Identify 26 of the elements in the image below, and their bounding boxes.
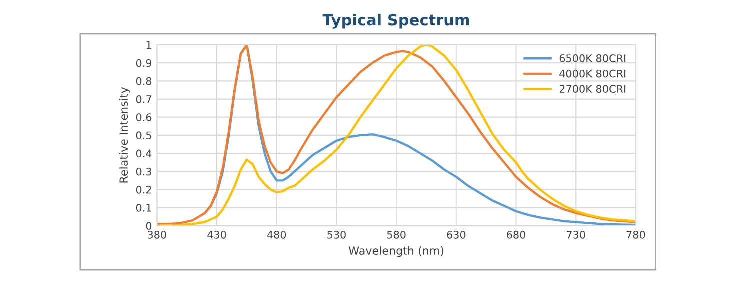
x-tick-label: 580 bbox=[387, 230, 406, 239]
y-tick-label: 0.6 bbox=[136, 114, 152, 122]
y-tick-label: 1 bbox=[146, 41, 152, 49]
x-axis-title: Wavelength (nm) bbox=[348, 246, 444, 258]
y-tick-label: 0 bbox=[146, 222, 152, 230]
x-tick-label: 430 bbox=[208, 230, 226, 239]
x-tick-label: 530 bbox=[328, 230, 346, 239]
y-tick-label: 0.5 bbox=[136, 132, 152, 140]
y-tick-label: 0.3 bbox=[136, 168, 152, 176]
y-axis-title: Relative Intensity bbox=[119, 87, 130, 183]
x-tick-label: 730 bbox=[567, 230, 586, 239]
x-tick-label: 480 bbox=[267, 230, 286, 239]
y-tick-label: 0.9 bbox=[136, 59, 152, 68]
legend-label: 2700K 80CRI bbox=[560, 85, 626, 94]
y-tick-label: 0.1 bbox=[136, 204, 152, 212]
chart-title: Typical Spectrum bbox=[322, 14, 470, 29]
y-tick-label: 0.7 bbox=[136, 95, 152, 104]
y-tick-label: 0.8 bbox=[136, 77, 152, 86]
legend-label: 6500K 80CRI bbox=[560, 54, 626, 62]
legend-label: 4000K 80CRI bbox=[560, 70, 626, 78]
y-tick-label: 0.4 bbox=[136, 150, 152, 158]
x-tick-label: 680 bbox=[507, 230, 526, 239]
x-tick-label: 630 bbox=[447, 230, 466, 239]
y-tick-label: 0.2 bbox=[136, 186, 152, 194]
x-tick-label: 380 bbox=[148, 230, 166, 239]
x-tick-label: 780 bbox=[626, 230, 646, 239]
